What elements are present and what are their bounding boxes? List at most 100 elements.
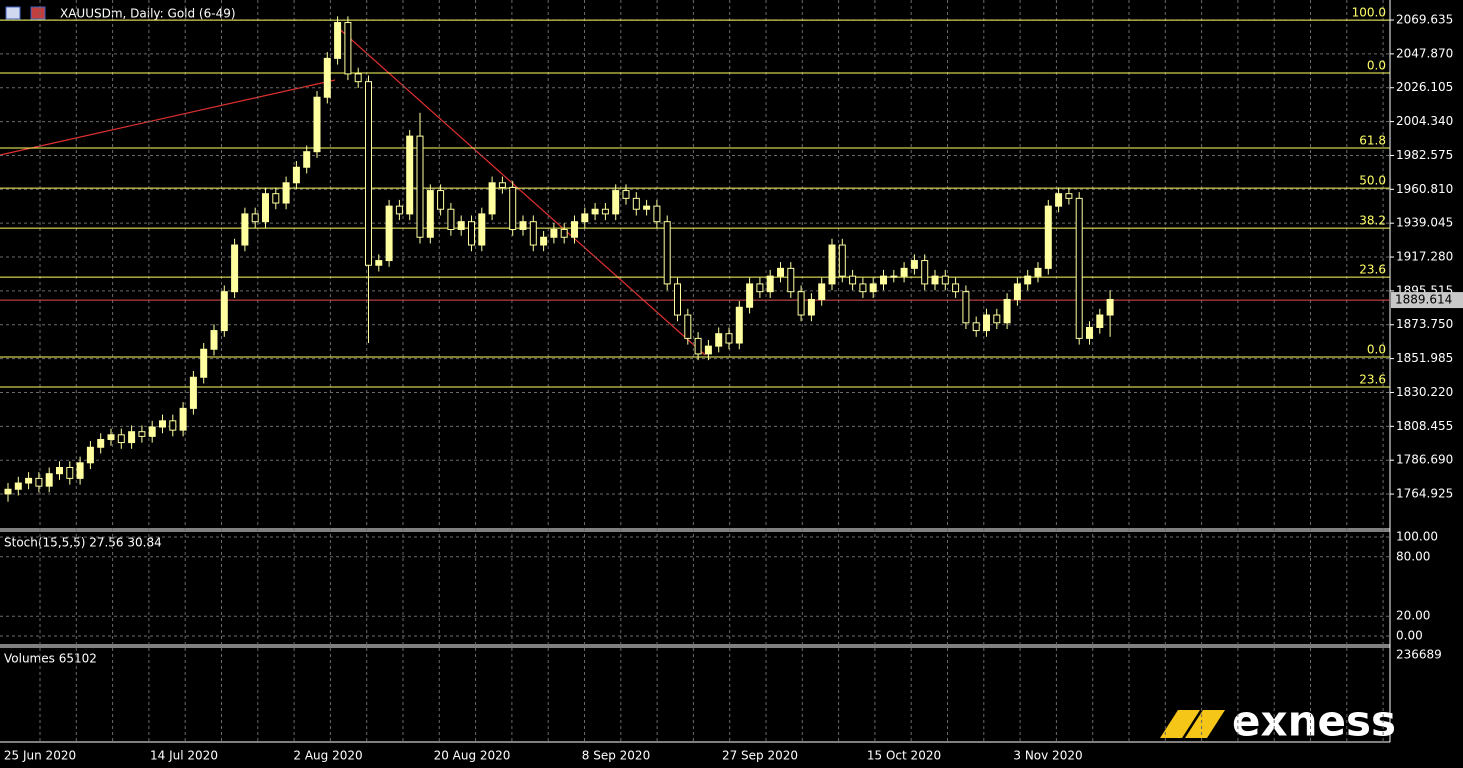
candle-body [560, 228, 568, 238]
y-tick-label: 1917.280 [1396, 250, 1453, 264]
candle-body [406, 135, 414, 215]
candle-body [787, 267, 795, 293]
x-tick-label: 27 Sep 2020 [722, 749, 798, 763]
stoch-tick-label: 80.00 [1396, 549, 1430, 563]
candle-body [715, 333, 723, 347]
candle-body [457, 221, 465, 230]
candle-body [632, 197, 640, 210]
fib-label: 38.2 [1359, 214, 1386, 228]
y-tick-label: 1982.575 [1396, 148, 1453, 162]
candle-body [941, 275, 949, 285]
candle-body [76, 462, 84, 479]
y-tick-label: 2026.105 [1396, 80, 1453, 94]
candle-body [231, 244, 239, 293]
candle-body [1013, 283, 1021, 300]
candle-body [498, 182, 506, 188]
candle-body [828, 244, 836, 285]
candle-body [1075, 197, 1083, 339]
trend-line [334, 24, 706, 356]
candle-body [210, 330, 218, 350]
candle-body [169, 420, 177, 431]
candle-body [179, 407, 187, 431]
candle-body [653, 205, 661, 223]
candle-body [674, 283, 681, 316]
logo-mark [1160, 710, 1200, 738]
candle-body [756, 283, 764, 293]
candle-body [952, 283, 960, 293]
candle-body [581, 213, 589, 223]
y-tick-label: 1939.045 [1396, 216, 1453, 230]
candle-body [622, 190, 630, 199]
logo-mark [1185, 710, 1225, 738]
candle-body [35, 477, 43, 487]
candle-body [838, 244, 846, 277]
y-tick-label: 1851.985 [1396, 351, 1453, 365]
candle-body [56, 466, 63, 475]
candle-body [272, 193, 280, 204]
candle-body [128, 431, 136, 444]
candle-body [869, 283, 877, 293]
candle-body [1106, 298, 1114, 316]
candle-body [375, 260, 383, 266]
brand: exness [1232, 697, 1396, 746]
y-tick-label: 1808.455 [1396, 419, 1453, 433]
candle-body [797, 291, 805, 316]
y-tick-label: 2069.635 [1396, 13, 1453, 27]
brand-logo: exness [1160, 697, 1396, 746]
candle-body [303, 151, 311, 168]
candle-body [859, 283, 867, 293]
candle-body [601, 208, 609, 215]
candle-body [746, 283, 754, 308]
chart-title: XAUUSDm, Daily: Gold (6-49) [60, 7, 236, 21]
candle-body [1044, 205, 1052, 269]
candle-body [921, 260, 929, 285]
candle-body [663, 221, 671, 285]
candle-body [138, 431, 146, 437]
candle-body [766, 275, 774, 293]
candle-body [777, 267, 784, 277]
x-tick-label: 20 Aug 2020 [434, 749, 511, 763]
candle-body [540, 236, 548, 246]
candle-body [107, 434, 115, 440]
candle-body [251, 213, 259, 223]
y-tick-label: 1786.690 [1396, 453, 1453, 467]
y-tick-label: 1960.810 [1396, 182, 1453, 196]
candle-body [684, 314, 692, 339]
candle-body [365, 81, 372, 266]
candle-body [447, 208, 455, 230]
y-tick-label: 2047.870 [1396, 46, 1453, 60]
candle-body [612, 190, 620, 215]
candle-body [488, 182, 496, 215]
candle-body [725, 333, 733, 344]
candle-body [571, 221, 578, 238]
candle-body [519, 221, 527, 230]
candle-body [416, 135, 424, 238]
candle-body [426, 190, 434, 238]
candle-body [45, 473, 53, 487]
candle-body [200, 348, 208, 378]
candle-body [694, 337, 702, 355]
candle-body [344, 22, 352, 75]
candle-body [25, 477, 33, 484]
candle-body [890, 275, 898, 278]
candle-body [282, 182, 290, 204]
candle-body [313, 96, 321, 153]
candle-body [1065, 193, 1073, 199]
candle-body [849, 275, 857, 285]
candle-body [972, 322, 980, 332]
x-tick-label: 15 Oct 2020 [867, 749, 941, 763]
candle-body [86, 446, 94, 464]
y-tick-label: 1873.750 [1396, 317, 1453, 331]
candle-body [437, 190, 445, 210]
stoch-tick-label: 20.00 [1396, 609, 1430, 623]
fib-label: 100.0 [1352, 6, 1386, 20]
x-tick-label: 3 Nov 2020 [1013, 749, 1082, 763]
x-tick-label: 14 Jul 2020 [150, 749, 218, 763]
fib-label: 0.0 [1367, 343, 1386, 357]
candle-body [1096, 314, 1104, 328]
icon [30, 6, 46, 20]
candle-body [262, 193, 269, 223]
candle-body [97, 438, 105, 448]
